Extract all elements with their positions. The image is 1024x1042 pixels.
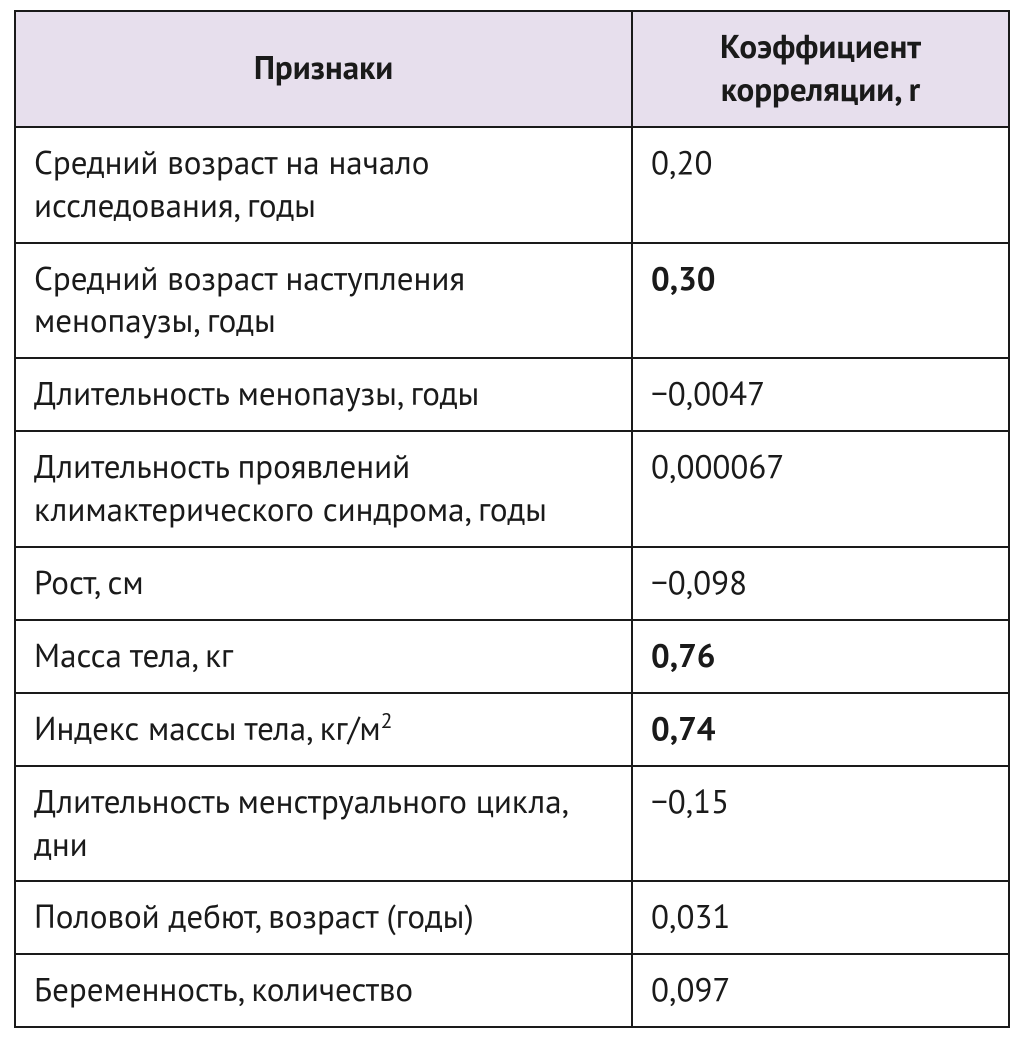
value-cell: 0,000067	[632, 431, 1009, 547]
table-body: Средний возраст на начало исследования, …	[15, 127, 1009, 1027]
table-row: Средний возраст на начало исследования, …	[15, 127, 1009, 243]
table-row: Длительность менопаузы, годы−0,0047	[15, 358, 1009, 431]
value-cell: 0,30	[632, 243, 1009, 359]
col-header-feature: Признаки	[15, 11, 632, 127]
feature-cell: Длительность проявлений климактерическог…	[15, 431, 632, 547]
table-header-row: Признаки Коэффициент корреляции, r	[15, 11, 1009, 127]
value-cell: −0,15	[632, 766, 1009, 882]
feature-cell: Индекс массы тела, кг/м2	[15, 693, 632, 766]
feature-cell: Половой дебют, возраст (годы)	[15, 881, 632, 954]
table-row: Длительность менструального цикла, дни−0…	[15, 766, 1009, 882]
table-row: Рост, см−0,098	[15, 547, 1009, 620]
table-row: Беременность, количество0,097	[15, 954, 1009, 1027]
feature-cell: Средний возраст на начало исследования, …	[15, 127, 632, 243]
feature-cell: Длительность менструального цикла, дни	[15, 766, 632, 882]
value-cell: 0,031	[632, 881, 1009, 954]
feature-cell: Рост, см	[15, 547, 632, 620]
table-row: Половой дебют, возраст (годы)0,031	[15, 881, 1009, 954]
feature-cell: Средний возраст наступления менопаузы, г…	[15, 243, 632, 359]
table-row: Индекс массы тела, кг/м20,74	[15, 693, 1009, 766]
value-cell: 0,097	[632, 954, 1009, 1027]
table-row: Средний возраст наступления менопаузы, г…	[15, 243, 1009, 359]
value-cell: 0,20	[632, 127, 1009, 243]
value-cell: −0,0047	[632, 358, 1009, 431]
value-cell: 0,74	[632, 693, 1009, 766]
feature-cell: Длительность менопаузы, годы	[15, 358, 632, 431]
col-header-coefficient: Коэффициент корреляции, r	[632, 11, 1009, 127]
table-row: Длительность проявлений климактерическог…	[15, 431, 1009, 547]
feature-cell: Беременность, количество	[15, 954, 632, 1027]
correlation-table: Признаки Коэффициент корреляции, r Средн…	[14, 10, 1010, 1028]
feature-cell: Масса тела, кг	[15, 620, 632, 693]
value-cell: −0,098	[632, 547, 1009, 620]
table-wrapper: Признаки Коэффициент корреляции, r Средн…	[0, 0, 1024, 1042]
value-cell: 0,76	[632, 620, 1009, 693]
table-row: Масса тела, кг0,76	[15, 620, 1009, 693]
